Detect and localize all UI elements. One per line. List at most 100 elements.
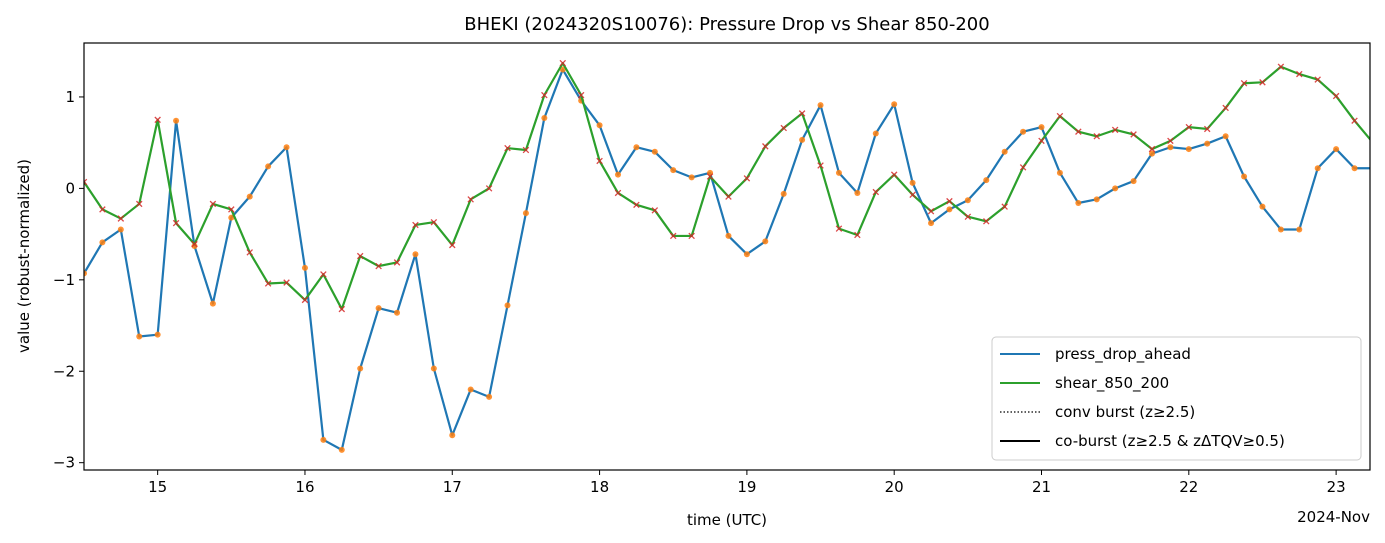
data-point-press_drop_ahead [394, 309, 401, 316]
data-point-shear_850_200 [743, 175, 751, 182]
data-point-shear_850_200 [117, 215, 125, 222]
data-point-shear_850_200 [633, 201, 640, 209]
data-point-press_drop_ahead [1075, 200, 1082, 207]
data-point-shear_850_200 [964, 213, 972, 220]
data-point-press_drop_ahead [136, 333, 143, 340]
y-tick-label: 0 [65, 179, 75, 197]
data-point-shear_850_200 [946, 197, 953, 205]
data-point-shear_850_200 [890, 171, 898, 178]
data-point-press_drop_ahead [430, 365, 437, 372]
data-point-shear_850_200 [1001, 203, 1008, 210]
plot-frame [83, 42, 1371, 471]
data-point-press_drop_ahead [1148, 150, 1155, 157]
data-point-shear_850_200 [191, 240, 198, 248]
data-point-shear_850_200 [669, 232, 677, 240]
data-point-shear_850_200 [1222, 104, 1229, 112]
x-tick-label: 17 [443, 478, 462, 496]
data-point-press_drop_ahead [1259, 203, 1266, 210]
data-point-press_drop_ahead [651, 148, 658, 155]
data-point-press_drop_ahead [725, 232, 732, 239]
data-point-press_drop_ahead [338, 446, 345, 453]
data-point-shear_850_200 [412, 221, 419, 229]
data-point-shear_850_200 [1019, 164, 1027, 171]
data-point-press_drop_ahead [1020, 128, 1027, 135]
data-point-press_drop_ahead [633, 144, 640, 151]
data-point-shear_850_200 [1277, 63, 1285, 71]
data-point-shear_850_200 [172, 219, 180, 227]
data-point-press_drop_ahead [1001, 148, 1008, 155]
data-point-shear_850_200 [84, 178, 88, 186]
y-tick-label: −3 [53, 454, 75, 472]
data-point-press_drop_ahead [246, 193, 253, 200]
data-point-press_drop_ahead [909, 179, 916, 186]
data-point-press_drop_ahead [1241, 173, 1248, 180]
data-point-press_drop_ahead [486, 393, 493, 400]
x-tick-label: 16 [295, 478, 314, 496]
data-point-press_drop_ahead [1351, 165, 1358, 172]
y-axis: 1 0 −1 −2 −3 [53, 88, 84, 472]
data-point-press_drop_ahead [228, 214, 235, 221]
data-point-press_drop_ahead [1112, 185, 1119, 192]
legend-box [991, 336, 1362, 461]
plot-area [84, 59, 1370, 453]
data-point-press_drop_ahead [449, 432, 456, 439]
data-point-shear_850_200 [927, 207, 935, 215]
data-point-shear_850_200 [1314, 76, 1321, 83]
data-point-shear_850_200 [1203, 125, 1211, 133]
data-point-shear_850_200 [99, 206, 106, 213]
data-point-shear_850_200 [1038, 137, 1045, 145]
x-tick-label: 23 [1327, 478, 1346, 496]
data-point-shear_850_200 [1369, 140, 1370, 146]
data-point-press_drop_ahead [854, 189, 861, 196]
data-point-shear_850_200 [614, 189, 622, 197]
data-point-press_drop_ahead [1167, 144, 1174, 151]
data-point-shear_850_200 [485, 185, 493, 192]
data-point-press_drop_ahead [99, 239, 106, 246]
data-point-shear_850_200 [320, 271, 327, 278]
data-point-shear_850_200 [1056, 112, 1064, 120]
data-point-press_drop_ahead [1185, 146, 1192, 153]
data-point-press_drop_ahead [154, 331, 161, 338]
data-point-shear_850_200 [209, 200, 217, 208]
data-point-press_drop_ahead [265, 163, 272, 170]
data-point-press_drop_ahead [891, 101, 898, 108]
data-point-shear_850_200 [1296, 70, 1303, 78]
data-point-press_drop_ahead [467, 386, 474, 393]
data-point-press_drop_ahead [357, 365, 364, 372]
x-offset-label: 2024-Nov [1297, 508, 1370, 526]
data-point-shear_850_200 [283, 279, 290, 286]
data-point-shear_850_200 [596, 157, 603, 165]
data-point-press_drop_ahead [541, 114, 548, 121]
data-point-press_drop_ahead [872, 130, 879, 137]
x-tick-label: 20 [885, 478, 904, 496]
data-point-press_drop_ahead [1333, 146, 1340, 153]
data-point-press_drop_ahead [928, 220, 935, 227]
data-point-press_drop_ahead [1130, 178, 1137, 185]
data-point-press_drop_ahead [1222, 133, 1229, 140]
legend-label: conv burst (z≥2.5) [1055, 403, 1195, 421]
data-point-shear_850_200 [817, 162, 824, 169]
data-point-shear_850_200 [725, 193, 732, 200]
data-point-shear_850_200 [762, 143, 769, 150]
data-point-shear_850_200 [706, 173, 714, 180]
data-point-shear_850_200 [541, 91, 548, 99]
data-point-shear_850_200 [651, 207, 659, 214]
data-point-shear_850_200 [1259, 79, 1266, 86]
data-point-press_drop_ahead [1056, 169, 1063, 176]
data-point-shear_850_200 [228, 206, 235, 213]
data-point-shear_850_200 [1075, 128, 1082, 135]
data-point-shear_850_200 [154, 116, 161, 124]
chart-title: BHEKI (2024320S10076): Pressure Drop vs … [464, 14, 989, 35]
data-point-press_drop_ahead [670, 167, 677, 174]
data-point-press_drop_ahead [1369, 167, 1370, 169]
data-point-press_drop_ahead [799, 136, 806, 143]
data-point-shear_850_200 [1130, 131, 1137, 138]
series-line-shear_850_200 [84, 62, 1370, 311]
data-point-shear_850_200 [798, 110, 806, 117]
data-point-press_drop_ahead [762, 238, 769, 245]
data-point-shear_850_200 [780, 124, 787, 132]
x-tick-label: 15 [148, 478, 167, 496]
data-point-press_drop_ahead [283, 144, 290, 151]
data-point-shear_850_200 [301, 296, 309, 304]
data-point-press_drop_ahead [688, 174, 695, 181]
